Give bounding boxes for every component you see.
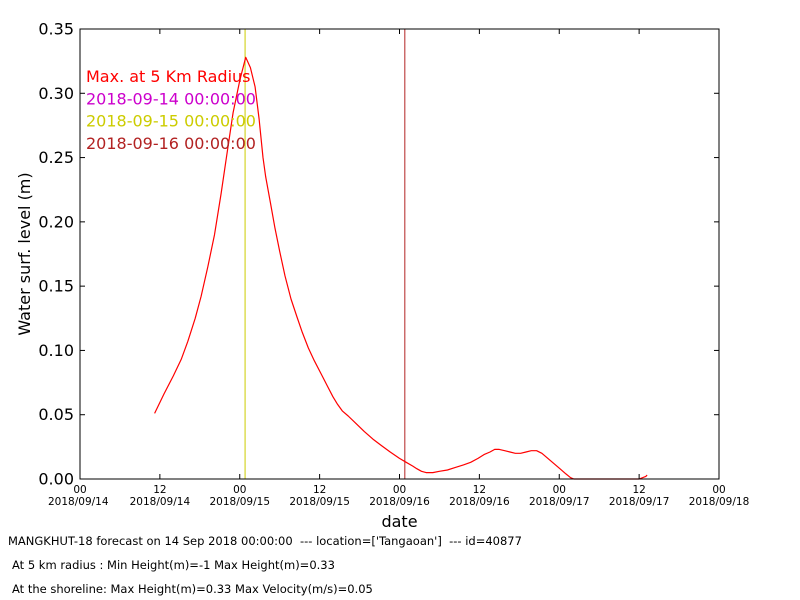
forecast-caption: MANGKHUT-18 forecast on 14 Sep 2018 00:0… [8, 534, 522, 548]
legend: Max. at 5 Km Radius 2018-09-14 00:00:00 20… [86, 67, 256, 153]
y-tick-label: 0.35 [38, 20, 74, 39]
x-tick-label-date: 2018/09/16 [369, 496, 430, 508]
x-tick-label-hour: 00 [393, 484, 406, 496]
legend-entry: 2018-09-15 00:00:00 [86, 112, 256, 131]
x-tick-label-date: 2018/09/16 [449, 496, 510, 508]
y-tick-label: 0.25 [38, 148, 74, 167]
shoreline-stats-caption: At the shoreline: Max Height(m)=0.33 Max… [12, 582, 373, 596]
x-tick-label-date: 2018/09/15 [289, 496, 350, 508]
y-tick-label: 0.20 [38, 212, 74, 231]
x-tick-label-hour: 00 [553, 484, 566, 496]
x-tick-label-hour: 00 [233, 484, 246, 496]
y-tick-label: 0.30 [38, 84, 74, 103]
x-tick-label-hour: 12 [473, 484, 486, 496]
x-tick-label-hour: 00 [712, 484, 725, 496]
radius-stats-caption: At 5 km radius : Min Height(m)=-1 Max He… [12, 558, 335, 572]
y-axis-label: Water surf. level (m) [15, 172, 34, 335]
reference-lines [244, 29, 406, 479]
legend-entry: Max. at 5 Km Radius [86, 67, 251, 86]
y-tick-label: 0.15 [38, 277, 74, 296]
legend-entry: 2018-09-14 00:00:00 [86, 89, 256, 108]
x-axis-label: date [381, 512, 417, 531]
x-tick-label-hour: 12 [153, 484, 166, 496]
x-tick-label-date: 2018/09/14 [130, 496, 191, 508]
x-tick-label-date: 2018/09/17 [609, 496, 670, 508]
series-line [154, 56, 648, 480]
y-tick-label: 0.10 [38, 341, 74, 360]
x-axis: 002018/09/14122018/09/14002018/09/151220… [48, 29, 749, 508]
y-axis: 0.00 0.05 0.10 0.15 0.20 0.25 0.30 0.35 [38, 20, 719, 489]
x-tick-label-date: 2018/09/15 [209, 496, 270, 508]
x-tick-label-date: 2018/09/14 [48, 496, 109, 508]
legend-entry: 2018-09-16 00:00:00 [86, 134, 256, 153]
series-lines [154, 56, 648, 480]
x-tick-label-hour: 00 [73, 484, 86, 496]
x-tick-label-hour: 12 [313, 484, 326, 496]
y-tick-label: 0.05 [38, 405, 74, 424]
x-tick-label-date: 2018/09/18 [689, 496, 750, 508]
y-tick-label: 0.00 [38, 470, 74, 489]
x-tick-label-hour: 12 [632, 484, 645, 496]
x-tick-label-date: 2018/09/17 [529, 496, 590, 508]
